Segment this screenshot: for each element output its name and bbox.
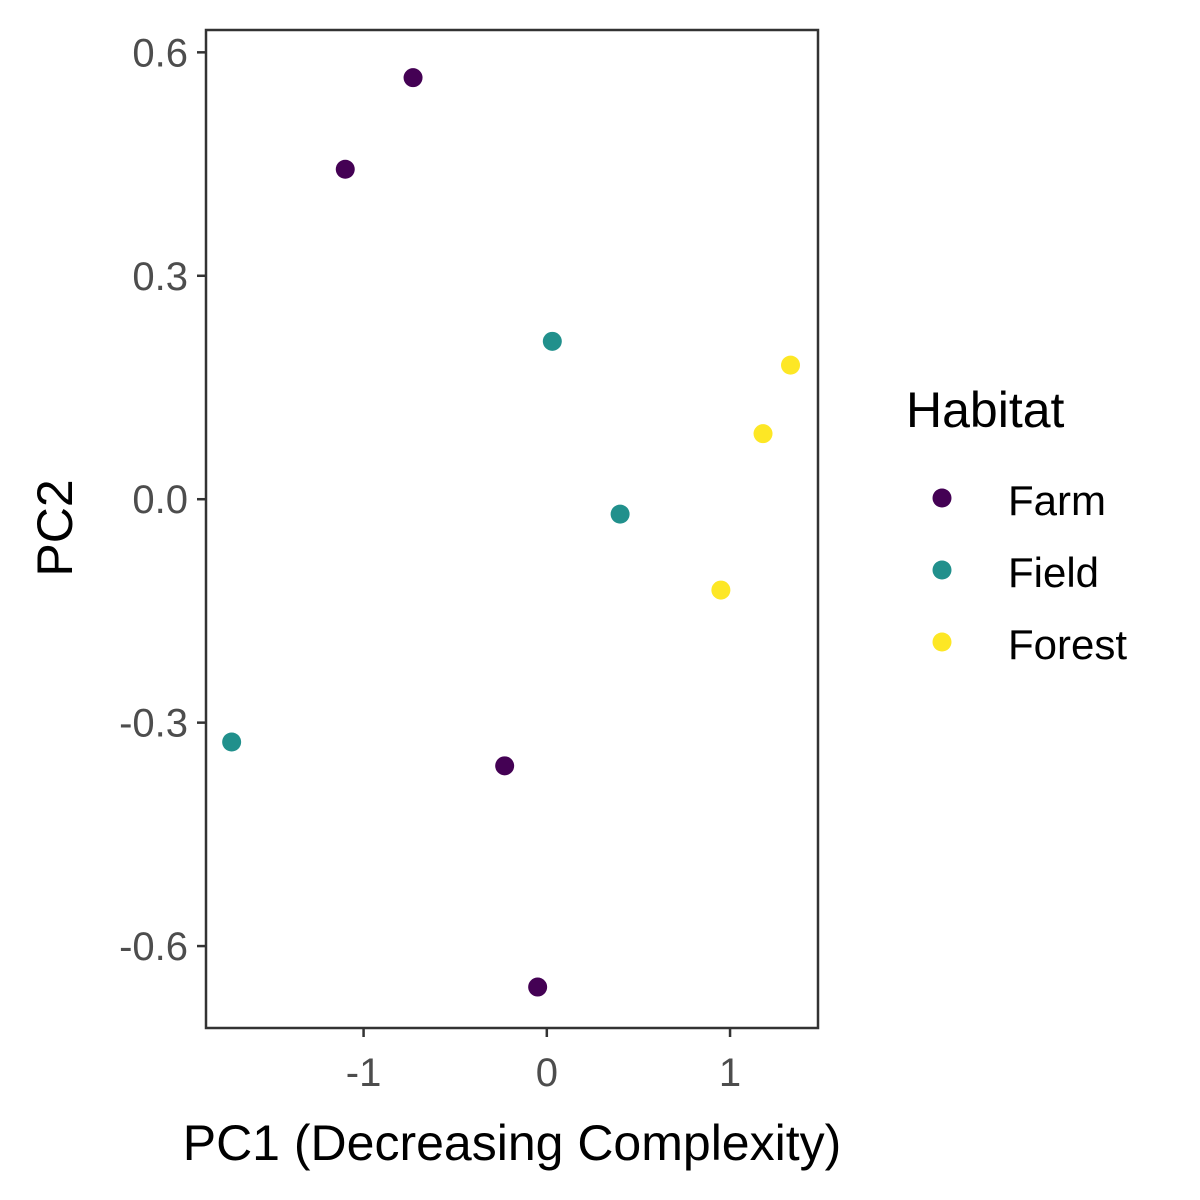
data-point-farm bbox=[335, 159, 355, 179]
x-axis-title: PC1 (Decreasing Complexity) bbox=[183, 1115, 842, 1171]
legend-key-forest bbox=[932, 632, 952, 652]
legend-key-field bbox=[932, 560, 952, 580]
x-tick-label: -1 bbox=[346, 1051, 382, 1095]
data-point-field bbox=[222, 732, 242, 752]
y-axis-title: PC2 bbox=[27, 479, 83, 576]
y-tick-label: -0.6 bbox=[119, 925, 188, 969]
legend-label-field: Field bbox=[1008, 549, 1099, 596]
plot-area: 0.6 0.3 0.0 -0.3 -0.6 -1 0 1 bbox=[119, 28, 820, 1095]
data-point-forest bbox=[753, 424, 773, 444]
data-point-farm bbox=[528, 977, 548, 997]
legend-title: Habitat bbox=[906, 382, 1065, 438]
legend: Farm Field Forest bbox=[932, 477, 1127, 668]
x-tick-label: 1 bbox=[719, 1051, 741, 1095]
y-tick-label: 0.3 bbox=[132, 255, 188, 299]
data-point-forest bbox=[781, 355, 801, 375]
data-point-field bbox=[542, 331, 562, 351]
y-tick-label: -0.3 bbox=[119, 702, 188, 746]
panel-border bbox=[204, 28, 820, 1030]
data-point-forest bbox=[711, 580, 731, 600]
legend-key-farm bbox=[932, 488, 952, 508]
x-tick-label: 0 bbox=[536, 1051, 558, 1095]
data-point-field bbox=[610, 504, 630, 524]
data-point-farm bbox=[495, 756, 515, 776]
data-point-farm bbox=[403, 68, 423, 88]
legend-label-farm: Farm bbox=[1008, 477, 1106, 524]
legend-label-forest: Forest bbox=[1008, 621, 1127, 668]
y-tick-label: 0.0 bbox=[132, 478, 188, 522]
y-tick-label: 0.6 bbox=[132, 31, 188, 75]
